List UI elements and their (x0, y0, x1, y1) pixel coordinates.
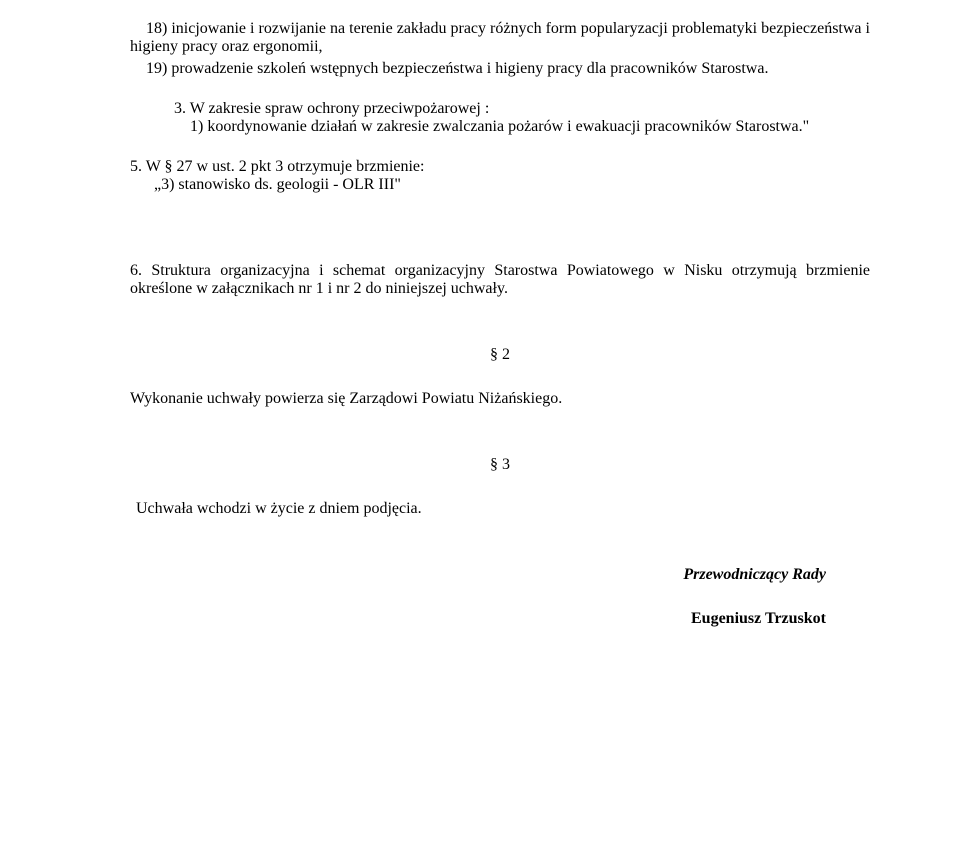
list-item-19: 19) prowadzenie szkoleń wstępnych bezpie… (130, 60, 870, 78)
item-19-body: prowadzenie szkoleń wstępnych bezpieczeń… (171, 60, 768, 77)
paragraph-3-mark: § 3 (130, 456, 870, 474)
item-19-number: 19) (146, 60, 167, 77)
paragraph-2-mark: § 2 (130, 346, 870, 364)
section-3-sub-1: 1) koordynowanie działań w zakresie zwal… (206, 118, 870, 136)
section-3-sub-1-number: 1) (190, 118, 203, 135)
item-18-text: 18) inicjowanie i rozwijanie na terenie … (130, 20, 870, 56)
signature-name: Eugeniusz Trzuskot (130, 610, 870, 628)
list-item-18: 18) inicjowanie i rozwijanie na terenie … (130, 20, 870, 56)
section-5-text: 5. W § 27 w ust. 2 pkt 3 otrzymuje brzmi… (130, 158, 870, 176)
section-5-sub: „3) stanowisko ds. geologii - OLR III" (154, 176, 870, 194)
section-3-header: 3. W zakresie spraw ochrony przeciwpożar… (174, 100, 870, 118)
section-3: 3. W zakresie spraw ochrony przeciwpożar… (174, 100, 870, 136)
paragraph-2-text: Wykonanie uchwały powierza się Zarządowi… (130, 390, 870, 408)
section-3-sub-1-text: koordynowanie działań w zakresie zwalcza… (207, 118, 809, 135)
signature-title: Przewodniczący Rady (130, 566, 870, 584)
item-18-number: 18) (146, 20, 167, 37)
section-5: 5. W § 27 w ust. 2 pkt 3 otrzymuje brzmi… (130, 158, 870, 194)
section-6: 6. Struktura organizacyjna i schemat org… (130, 262, 870, 298)
section-3-number: 3. (174, 100, 186, 117)
section-6-text: 6. Struktura organizacyjna i schemat org… (130, 262, 870, 298)
paragraph-3-text: Uchwała wchodzi w życie z dniem podjęcia… (136, 500, 870, 518)
section-3-text: W zakresie spraw ochrony przeciwpożarowe… (190, 100, 490, 117)
item-19-text: 19) prowadzenie szkoleń wstępnych bezpie… (166, 60, 870, 78)
item-18-body: inicjowanie i rozwijanie na terenie zakł… (130, 20, 870, 55)
